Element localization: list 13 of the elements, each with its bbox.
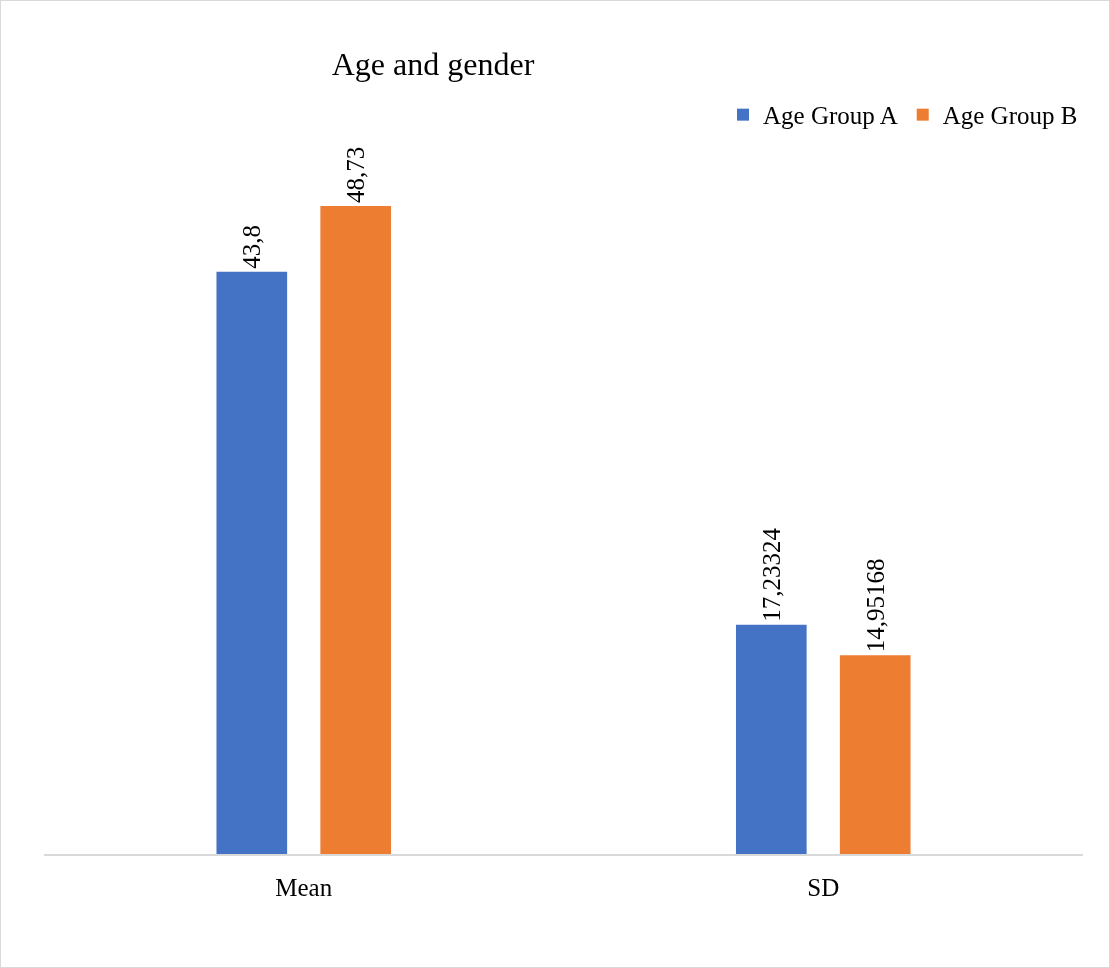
bar	[320, 206, 392, 854]
data-label: 48,73	[342, 146, 370, 204]
bar	[216, 271, 288, 854]
chart-title: Age and gender	[331, 46, 535, 83]
data-label: 17,23324	[757, 527, 785, 622]
legend-label: Age Group B	[942, 102, 1078, 130]
bar	[735, 624, 807, 854]
bar	[839, 655, 911, 854]
x-tick-label: SD	[807, 873, 840, 901]
legend-label: Age Group A	[763, 102, 898, 130]
data-label: 43,8	[238, 224, 266, 269]
data-label: 14,95168	[861, 558, 889, 653]
x-tick-label: Mean	[275, 873, 333, 901]
